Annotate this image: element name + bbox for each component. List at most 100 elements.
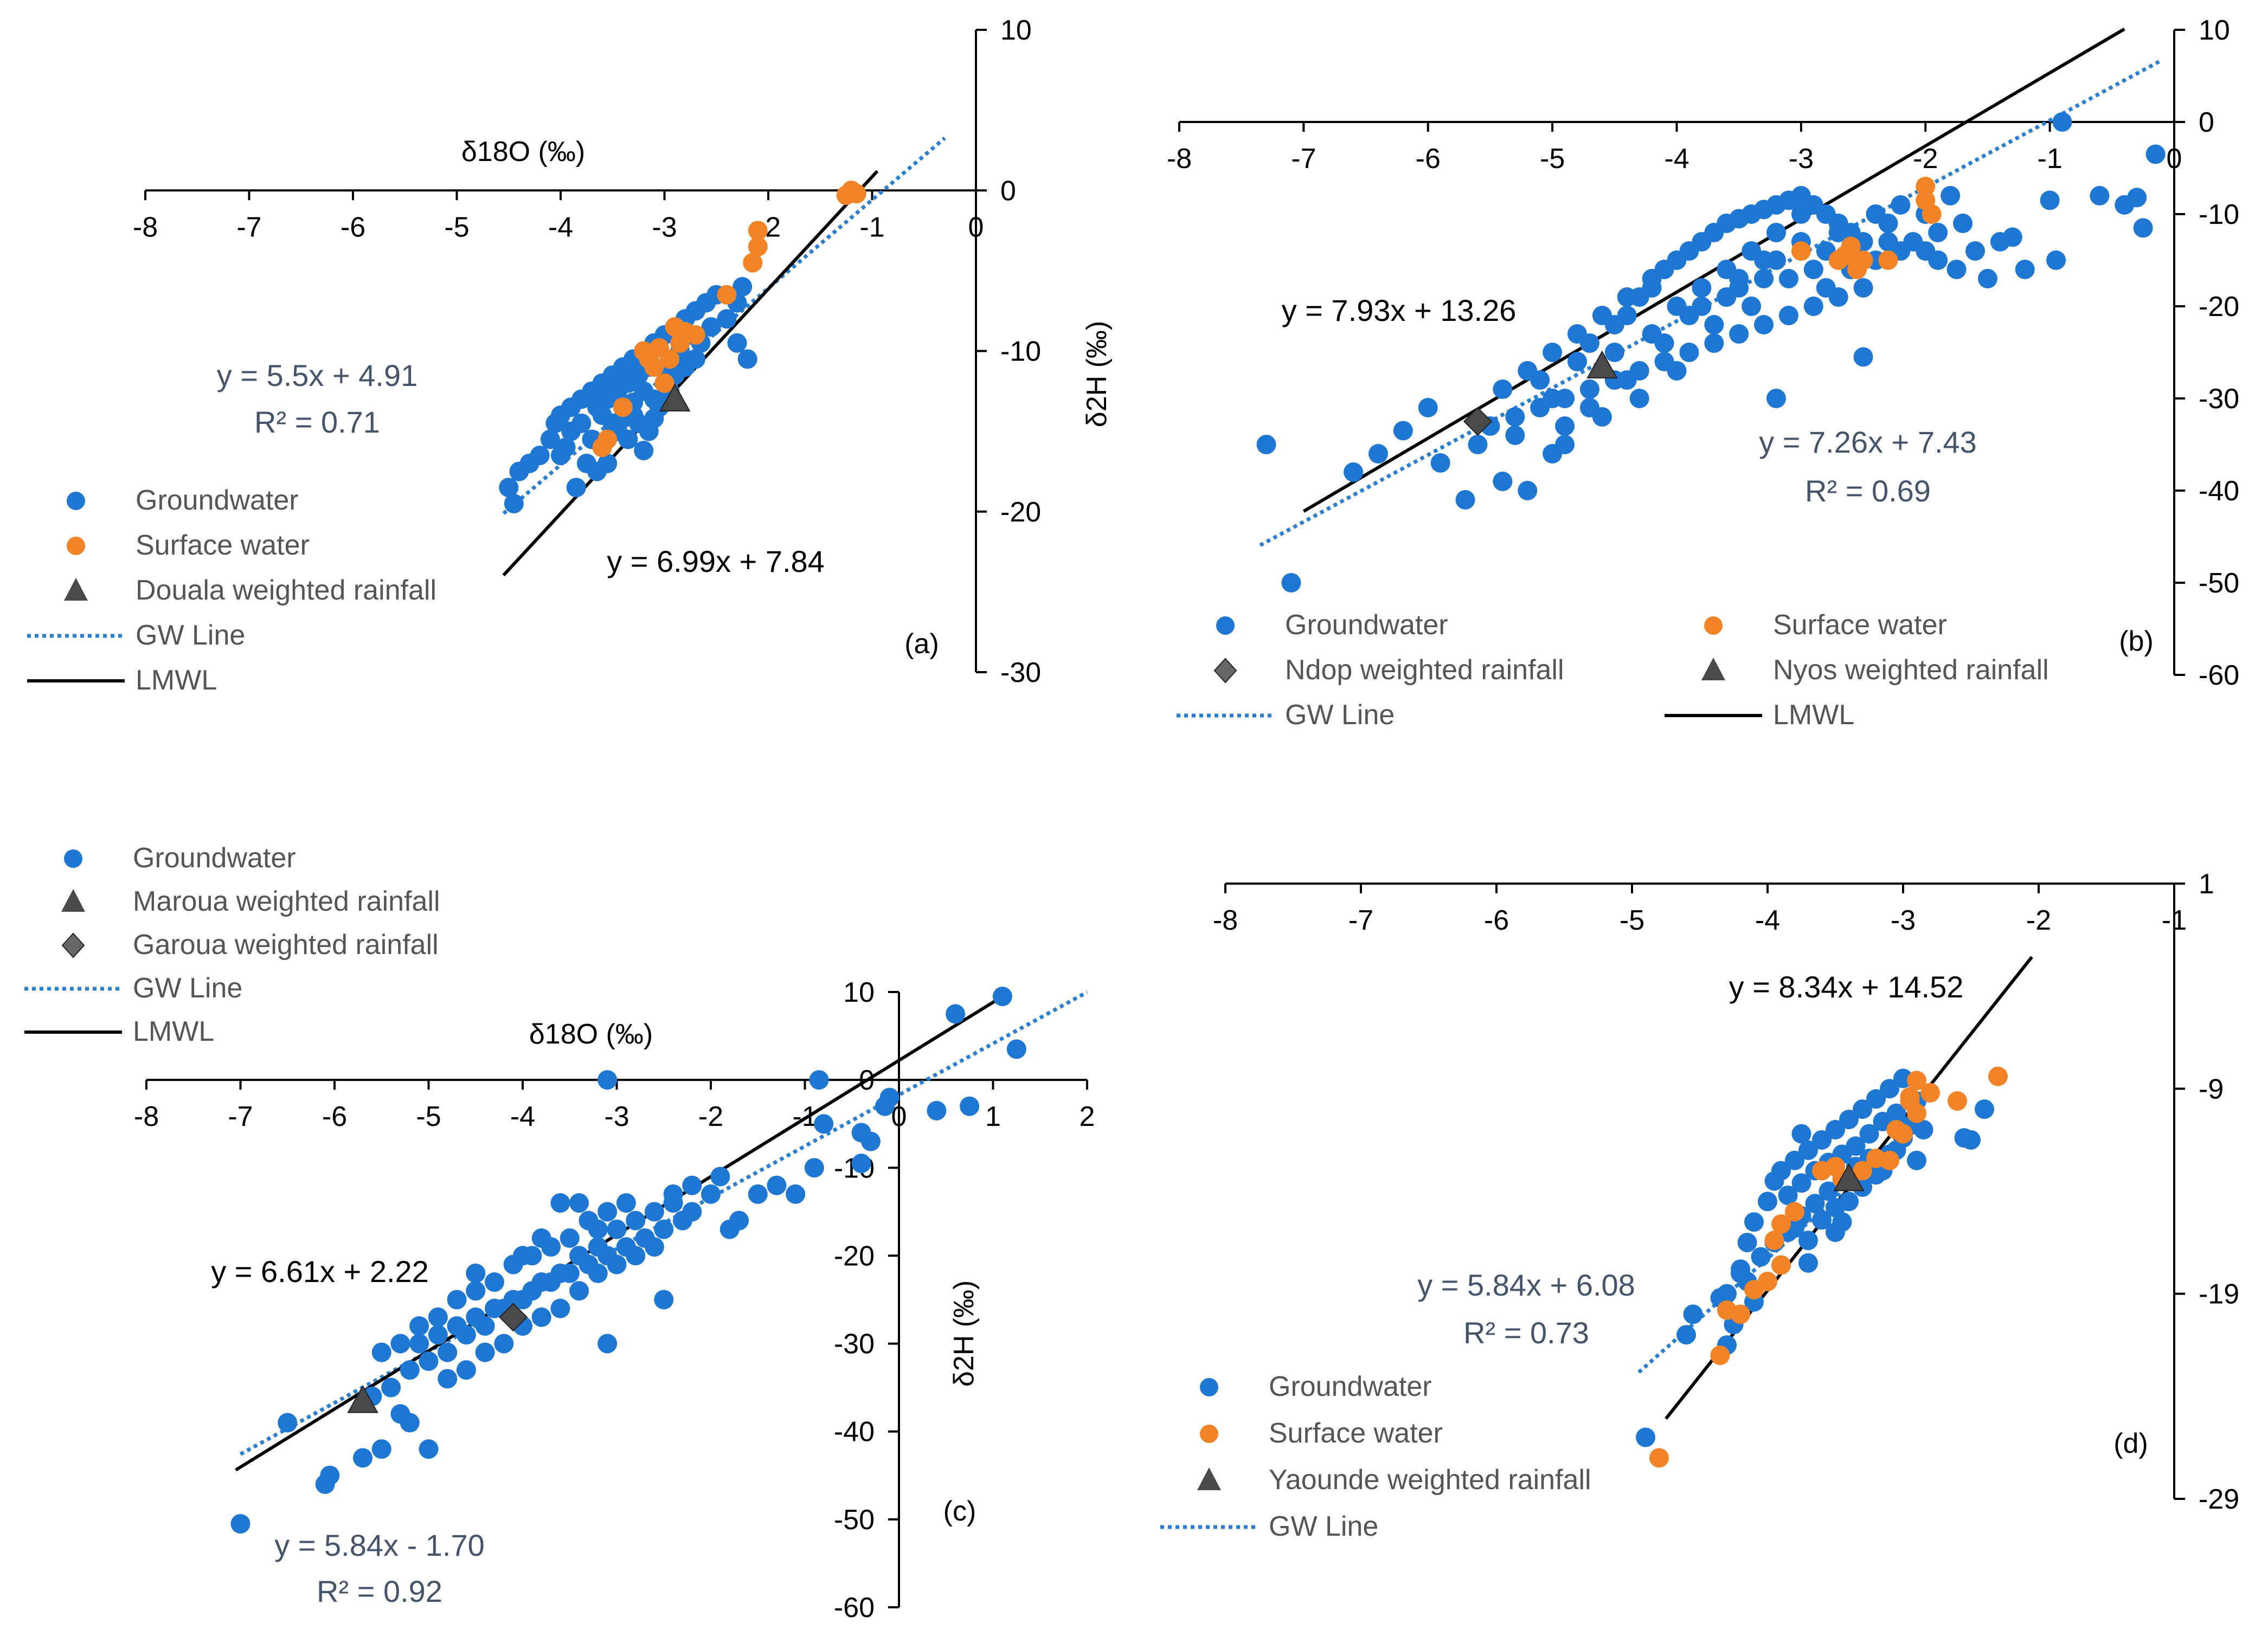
y-tick-label: 1 — [2199, 868, 2214, 900]
lmwl-equation: y = 6.61x + 2.22 — [211, 1254, 429, 1289]
groundwater-point — [1880, 1079, 1899, 1099]
groundwater-point — [522, 1281, 542, 1301]
y-tick-label: -40 — [834, 1416, 875, 1448]
groundwater-point — [737, 349, 757, 369]
x-tick-label: -5 — [416, 1101, 441, 1132]
groundwater-point — [484, 1298, 504, 1318]
x-tick-label: -5 — [1620, 905, 1644, 936]
groundwater-point — [1579, 398, 1599, 417]
groundwater-point — [1455, 490, 1475, 510]
groundwater-point — [1766, 223, 1786, 242]
x-tick-label: -8 — [134, 1101, 159, 1132]
surface-water-point — [1886, 1120, 1906, 1139]
groundwater-point — [1812, 1130, 1832, 1150]
gw-r-squared: R² = 0.71 — [254, 405, 380, 439]
legend-label: GW Line — [133, 972, 242, 1004]
legend-circle-marker — [67, 492, 85, 510]
groundwater-point — [1778, 269, 1798, 288]
groundwater-point — [1704, 315, 1724, 334]
surface-water-point — [1771, 1214, 1791, 1234]
groundwater-point — [1754, 315, 1774, 334]
groundwater-point — [569, 1193, 589, 1213]
surface-water-point — [836, 185, 856, 205]
groundwater-point — [353, 1448, 373, 1468]
groundwater-point — [2015, 260, 2035, 279]
x-axis-title: δ18O (‰) — [529, 1019, 653, 1050]
groundwater-point — [560, 1263, 580, 1283]
groundwater-point — [569, 1281, 589, 1301]
panel-label: (a) — [904, 628, 939, 660]
y-tick-label: 10 — [843, 977, 875, 1008]
x-tick-label: -2 — [1913, 143, 1938, 175]
x-tick-label: -3 — [652, 211, 677, 243]
groundwater-point — [1676, 1325, 1696, 1345]
lmwl-equation: y = 6.99x + 7.84 — [607, 544, 825, 578]
groundwater-point — [701, 1184, 721, 1204]
groundwater-point — [1846, 1136, 1866, 1156]
groundwater-point — [1654, 333, 1674, 353]
legend-label: Groundwater — [136, 485, 299, 516]
surface-water-point — [1900, 1087, 1920, 1107]
gw-r-squared: R² = 0.69 — [1805, 474, 1931, 508]
legend: Groundwater Maroua weighted rainfall Garou… — [24, 842, 440, 1047]
legend-circle-marker — [1704, 616, 1723, 635]
legend-triangle-marker — [1701, 658, 1725, 680]
legend-label: LMWL — [136, 665, 217, 696]
surface-water-point — [1878, 250, 1898, 270]
groundwater-point — [400, 1413, 420, 1433]
x-tick-label: -2 — [698, 1101, 723, 1132]
y-tick-label: -10 — [1000, 336, 1041, 368]
groundwater-point — [1567, 324, 1587, 344]
groundwater-point — [2090, 186, 2110, 205]
y-tick-label: -30 — [1000, 657, 1041, 688]
legend-label: Maroua weighted rainfall — [133, 886, 440, 917]
gw-equation: y = 5.84x + 6.08 — [1417, 1268, 1635, 1302]
groundwater-point — [1617, 306, 1637, 325]
groundwater-point — [2046, 250, 2066, 270]
groundwater-point — [504, 493, 524, 513]
groundwater-point — [1368, 444, 1388, 463]
gw-equation: y = 7.26x + 7.43 — [1759, 425, 1977, 459]
groundwater-point — [1859, 1124, 1879, 1144]
groundwater-point — [428, 1325, 448, 1345]
gw-r-squared: R² = 0.92 — [317, 1574, 442, 1608]
groundwater-point — [503, 1290, 523, 1310]
groundwater-point — [1941, 186, 1961, 205]
groundwater-point — [1812, 1210, 1832, 1230]
groundwater-point — [1256, 435, 1276, 454]
groundwater-point — [1543, 343, 1563, 362]
groundwater-point — [607, 1254, 627, 1274]
groundwater-point — [1805, 1194, 1825, 1214]
groundwater-point — [409, 1334, 429, 1354]
groundwater-point — [927, 1100, 947, 1120]
groundwater-point — [1543, 444, 1563, 463]
groundwater-point — [587, 461, 607, 481]
groundwater-point — [1907, 1150, 1926, 1170]
groundwater-point — [447, 1290, 467, 1310]
groundwater-point — [1953, 214, 1973, 233]
groundwater-point — [588, 1219, 608, 1239]
groundwater-point — [1758, 1191, 1777, 1212]
groundwater-point — [550, 1298, 570, 1318]
y-tick-label: -20 — [834, 1240, 875, 1272]
legend-label: Groundwater — [1269, 1371, 1432, 1402]
surface-water-point — [1866, 1148, 1886, 1168]
surface-water-point — [649, 338, 669, 358]
groundwater-point — [1692, 297, 1712, 316]
x-tick-label: -4 — [548, 211, 573, 243]
surface-water-point — [717, 285, 737, 305]
x-tick-label: -6 — [1416, 143, 1441, 175]
surface-water-point — [613, 397, 633, 417]
x-tick-label: 1 — [985, 1101, 1001, 1132]
maroua-weighted-rainfall-point — [347, 1384, 378, 1413]
groundwater-point — [1518, 481, 1538, 500]
surface-water-point — [1710, 1345, 1730, 1366]
groundwater-point — [1742, 297, 1762, 316]
groundwater-point — [1692, 278, 1712, 298]
surface-water-point — [1731, 1304, 1750, 1324]
x-tick-label: -4 — [1664, 143, 1689, 175]
groundwater-point — [1771, 1161, 1791, 1181]
legend-label: Surface water — [1773, 609, 1947, 641]
groundwater-point — [466, 1307, 486, 1327]
groundwater-point — [1567, 352, 1587, 371]
